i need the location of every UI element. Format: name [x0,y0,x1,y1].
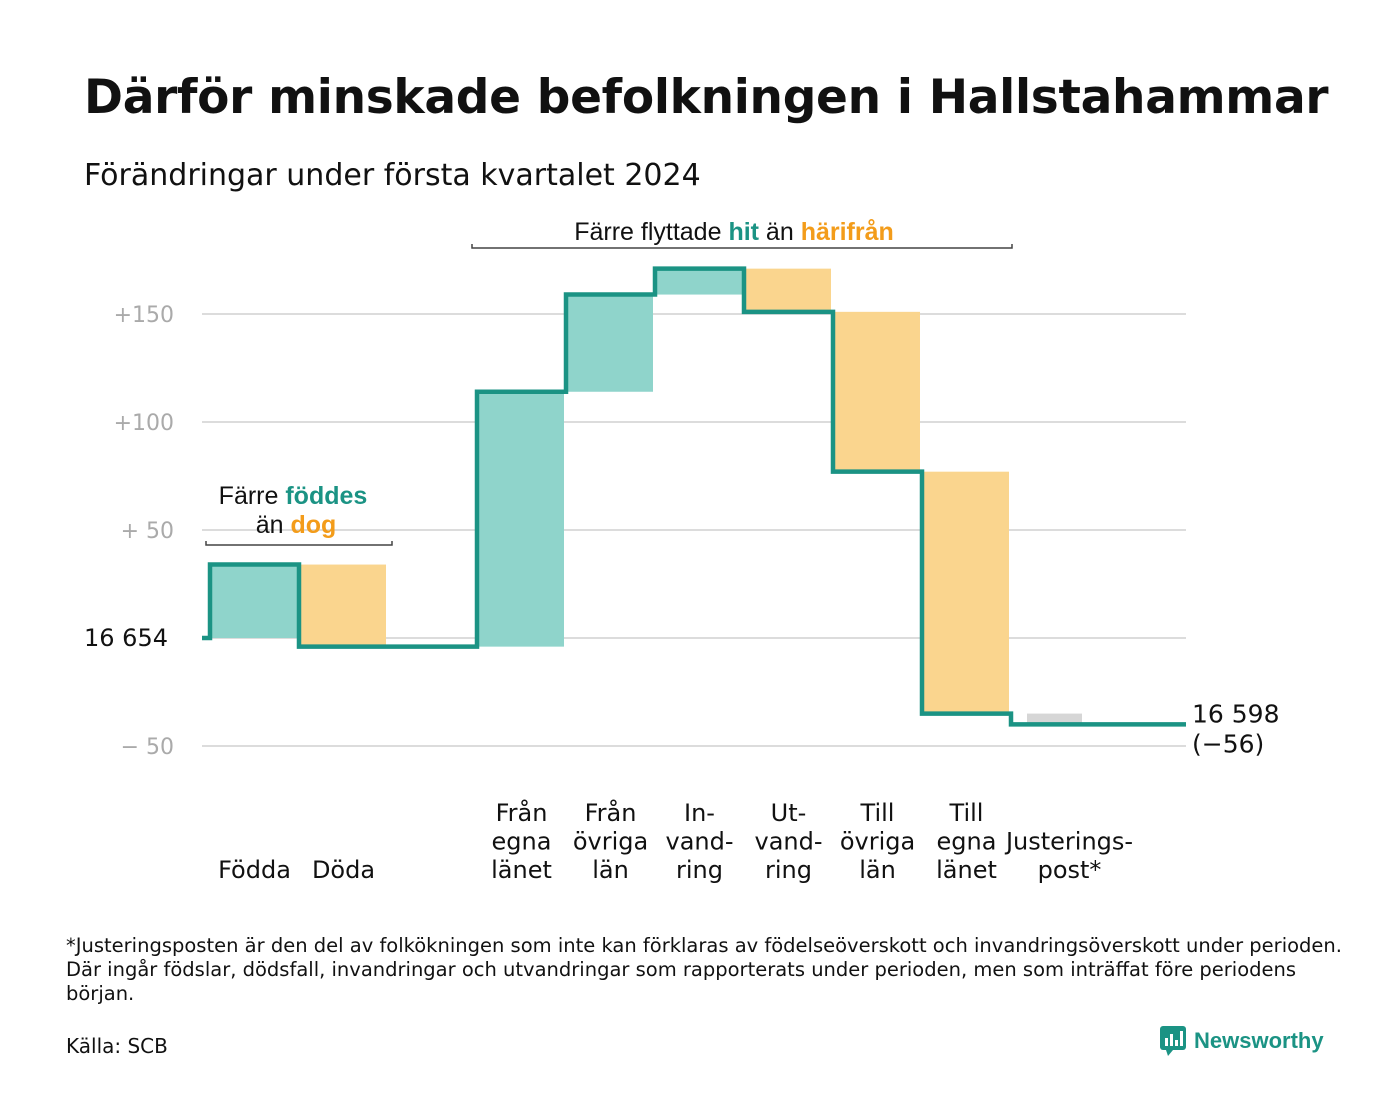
births-bracket [205,541,393,546]
category-label: Till övriga län [840,799,915,884]
cumulative-line [202,266,1186,727]
category-label: Från egna länet [491,798,552,884]
births-annotation-line1: Färre föddes [219,482,368,510]
category-label: In-vand-ring [665,799,733,884]
brand-logo: Newsworthy [1160,1026,1324,1056]
footnote: *Justeringsposten är den del av folkökni… [66,934,1342,1005]
end-change-label: (−56) [1192,729,1264,758]
category-label: Justerings-post* [1004,828,1133,885]
bar [477,391,564,647]
category-label: Till egna länet [936,799,997,884]
start-value-label: 16 654 [84,624,168,652]
bar [833,311,920,472]
source-note: Källa: SCB [66,1034,168,1058]
y-tick-label: +150 [114,303,174,328]
y-tick-label: − 50 [121,735,174,760]
moves-bracket [471,244,1013,249]
bar [655,268,742,295]
category-label: Ut-vand-ring [754,799,822,884]
waterfall-chart: +150 +100 + 50 − 50 16 654 16 598(−56) Födda Dö… [84,218,1279,885]
brand-name: Newsworthy [1194,1028,1324,1053]
bar [744,268,831,312]
category-label: Döda [312,856,375,884]
bar [299,564,386,647]
chart-subtitle: Förändringar under första kvartalet 2024 [84,158,701,193]
moves-annotation: Färre flyttade hit än härifrån [574,218,894,246]
births-annotation-line2: än dog [256,511,337,539]
bar [1027,713,1082,725]
y-tick-label: + 50 [121,519,174,544]
bar [922,471,1009,714]
bar [210,564,297,638]
category-label: Födda [218,856,291,884]
category-label: Från övriga län [573,798,648,884]
newsworthy-logo-icon [1160,1026,1186,1056]
bar [566,294,653,392]
chart-title: Därför minskade befolkningen i Hallstaha… [84,70,1329,125]
y-tick-label: +100 [114,411,174,436]
end-value-label: 16 598 [1192,699,1279,728]
